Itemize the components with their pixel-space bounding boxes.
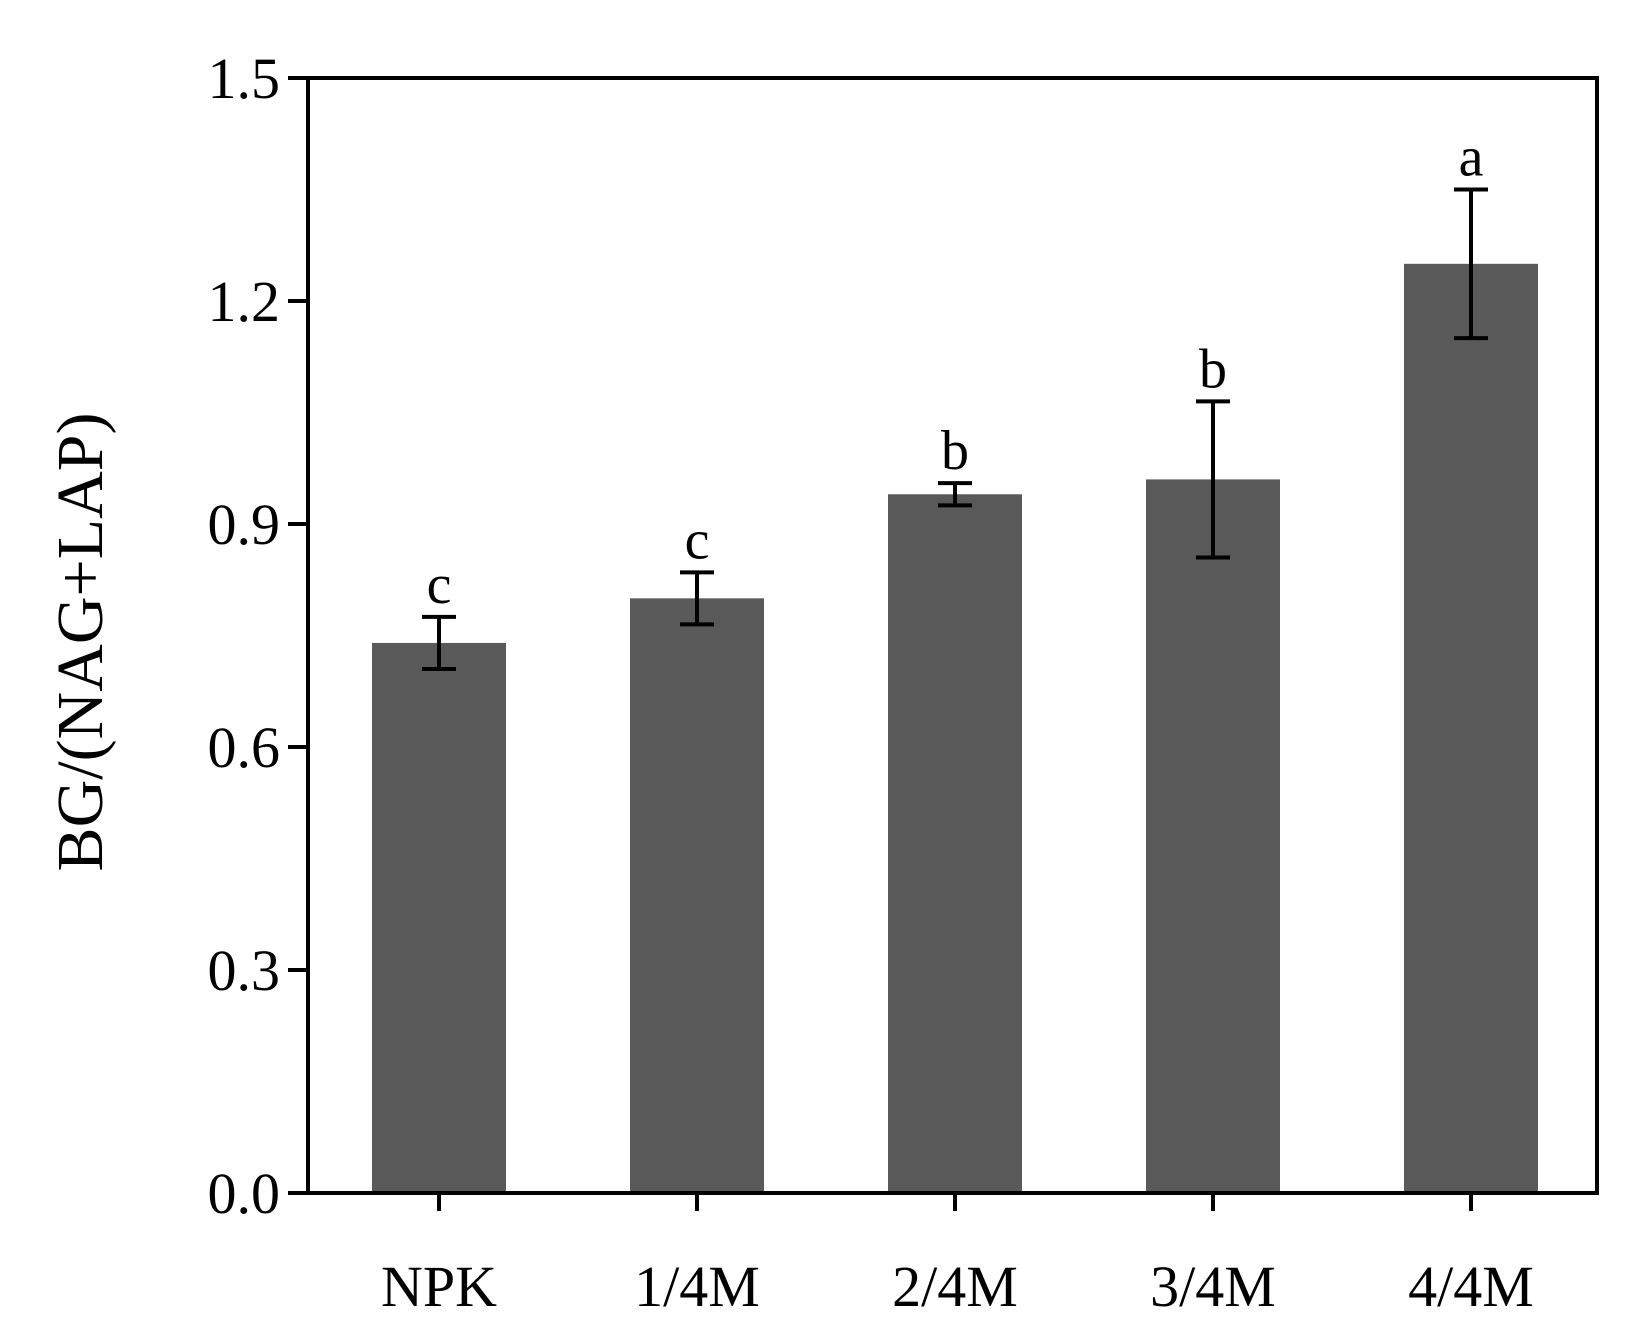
error-bar	[422, 614, 456, 671]
y-axis-label: BG/(NAG+LAP)	[44, 413, 117, 872]
y-tick-label: 1.2	[208, 269, 281, 334]
bar-1-4m	[630, 598, 764, 1193]
y-tick-label: 1.5	[208, 46, 281, 111]
error-bar	[1196, 399, 1230, 560]
significance-labels-group: c c b b a	[427, 127, 1484, 616]
bar-4-4m	[1404, 263, 1538, 1193]
significance-label: a	[1459, 127, 1484, 189]
y-tick-label: 0.0	[208, 1161, 281, 1226]
bar-3-4m	[1146, 479, 1280, 1193]
error-bar	[680, 570, 714, 627]
x-tick-label: 4/4M	[1408, 1254, 1534, 1319]
x-tick-label: 3/4M	[1150, 1254, 1276, 1319]
x-tick-label: 2/4M	[892, 1254, 1018, 1319]
plot-frame	[306, 76, 1599, 1195]
bars-group	[372, 263, 1538, 1193]
y-axis: 0.0 0.3 0.6 0.9 1.2 1.5	[208, 46, 308, 1226]
error-bar	[938, 481, 972, 508]
error-bar	[1454, 187, 1488, 341]
significance-label: c	[427, 554, 452, 616]
significance-label: b	[941, 420, 969, 482]
bar-2-4m	[888, 494, 1022, 1193]
significance-label: c	[685, 509, 710, 571]
bar-npk	[372, 642, 506, 1193]
x-tick-label: 1/4M	[634, 1254, 760, 1319]
y-tick-label: 0.3	[208, 938, 281, 1003]
x-axis: NPK 1/4M 2/4M 3/4M 4/4M	[381, 1193, 1534, 1319]
y-tick-label: 0.6	[208, 715, 281, 780]
error-bars-group	[422, 187, 1488, 671]
x-tick-label: NPK	[381, 1254, 497, 1319]
y-tick-label: 0.9	[208, 492, 281, 557]
significance-label: b	[1199, 338, 1227, 400]
